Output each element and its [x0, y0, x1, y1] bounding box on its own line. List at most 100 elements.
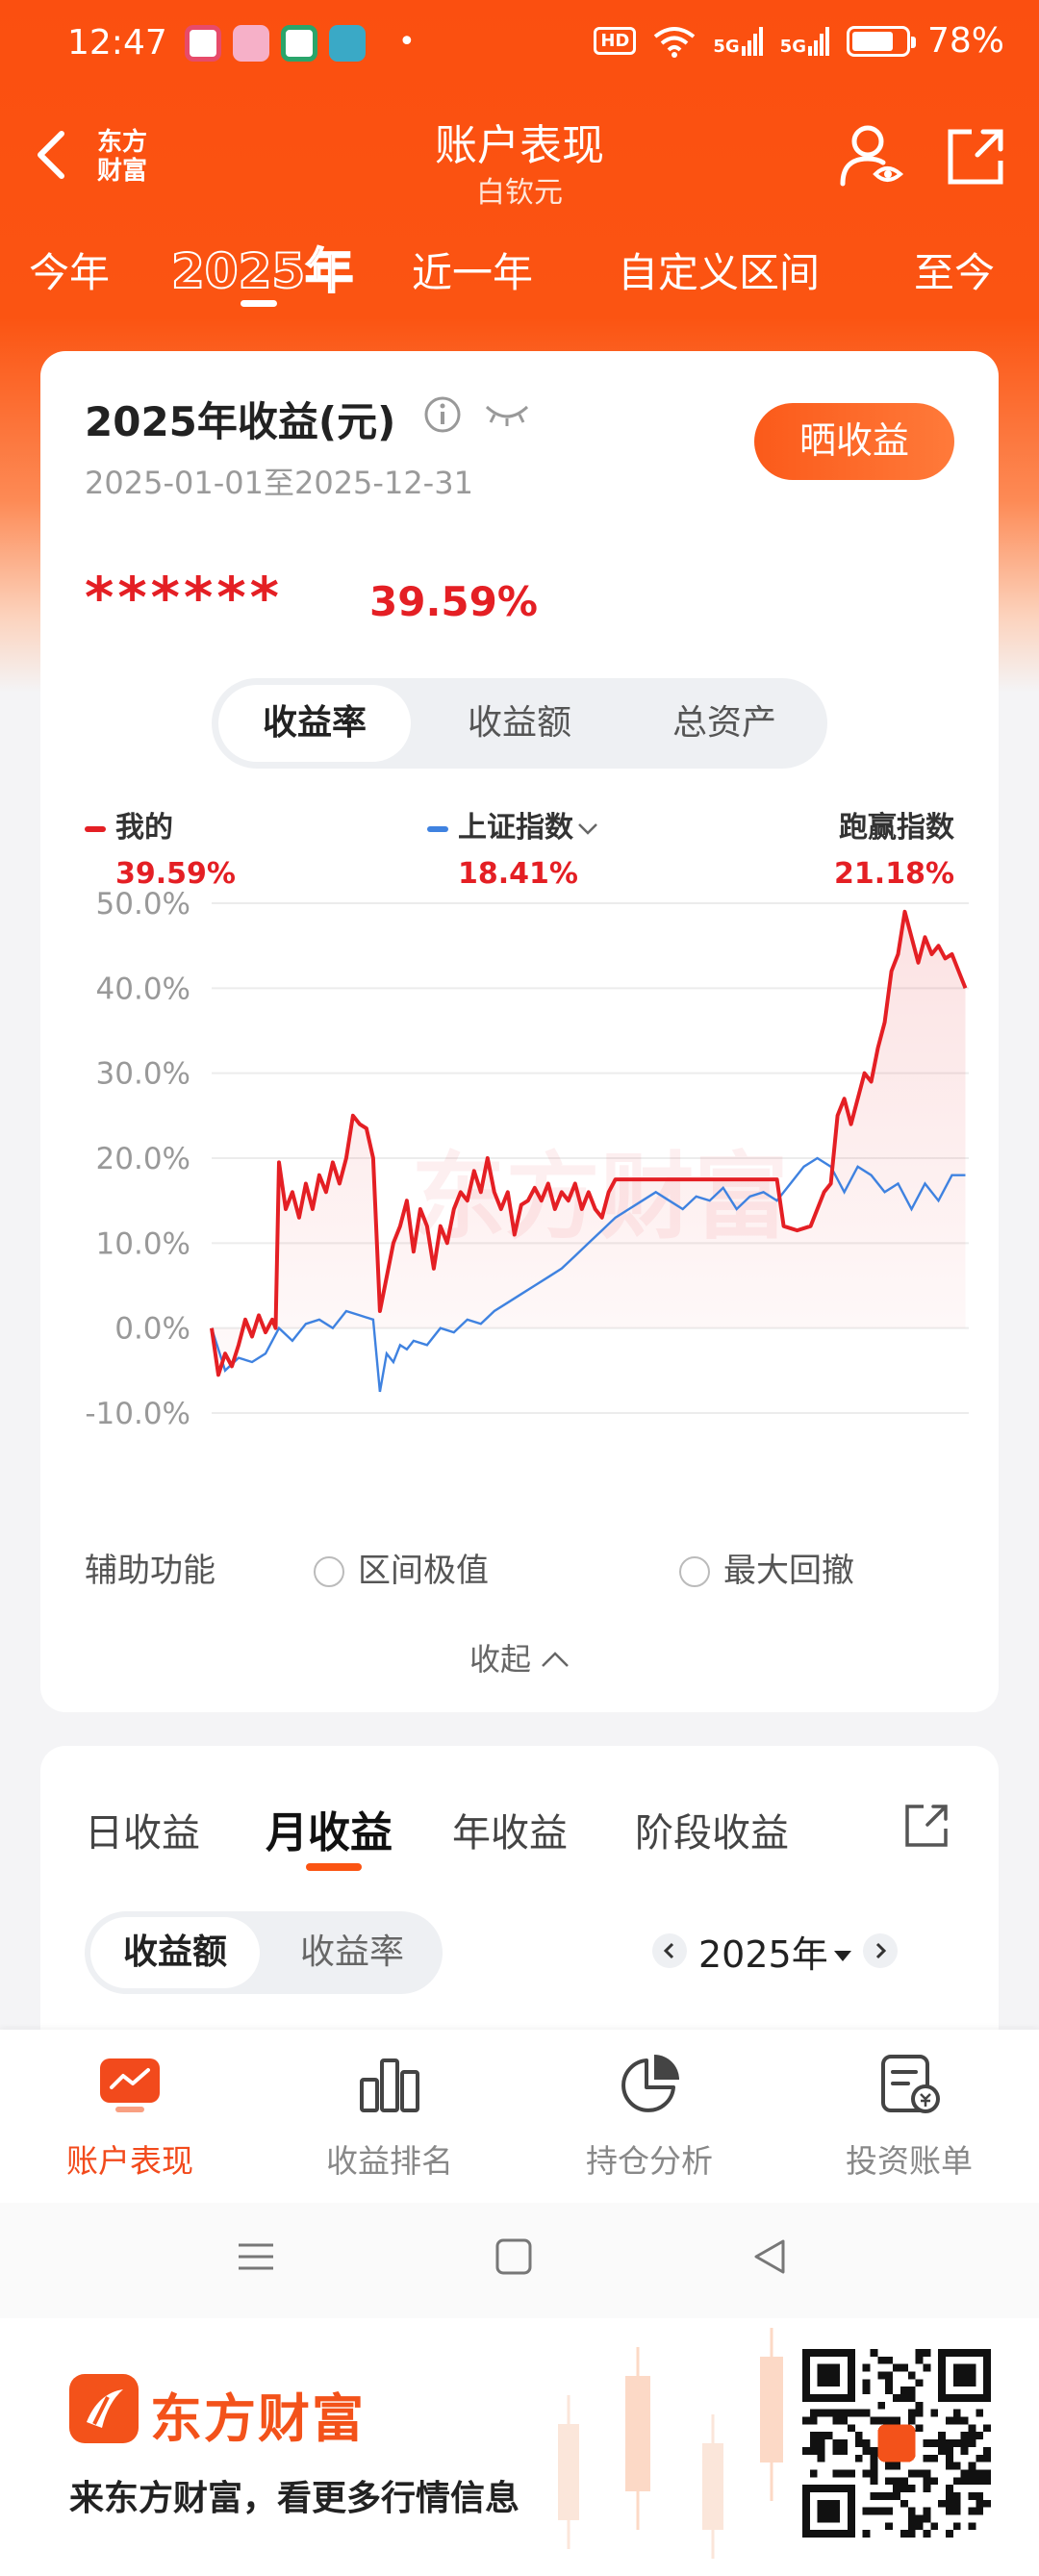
legend-mine: 我的 39.59% [85, 803, 236, 891]
account-name: 白钦元 [476, 176, 563, 210]
tab-stage[interactable]: 阶段收益 [635, 1811, 789, 1856]
nav-label: 投资账单 [846, 2142, 973, 2180]
notification-icons [185, 25, 366, 62]
app-notification-icon [185, 25, 221, 62]
year-value: 2025年 [698, 1932, 828, 1976]
y-tick-label: 40.0% [96, 972, 190, 1006]
y-tick-label: 20.0% [96, 1142, 190, 1176]
legend-beat: 跑赢指数 21.18% [834, 803, 954, 891]
hd-icon: HD [594, 27, 637, 55]
page-title: 账户表现 [435, 121, 604, 170]
radio-icon[interactable] [314, 1556, 344, 1587]
home-icon[interactable] [494, 2237, 533, 2276]
chevron-down-icon[interactable] [577, 822, 598, 836]
chevron-right-icon [875, 1942, 886, 1959]
nav-label: 持仓分析 [586, 2142, 713, 2180]
signal-icon-2: 5G [780, 26, 829, 56]
legend-beat-label: 跑赢指数 [839, 811, 954, 845]
caret-down-icon [833, 1950, 851, 1961]
y-tick-label: 0.0% [114, 1312, 190, 1347]
chart-y-axis: 50.0% 40.0% 30.0% 20.0% 10.0% 0.0% -10.0% [85, 890, 190, 1428]
tab-last-year[interactable]: 近一年 [412, 249, 534, 296]
legend-index[interactable]: 上证指数 18.41% [427, 803, 598, 891]
legend-mine-label: 我的 [115, 811, 173, 845]
tab-amount[interactable]: 收益额 [90, 1917, 260, 1988]
aux-label: 辅助功能 [85, 1552, 215, 1590]
year-dropdown[interactable]: 2025年 [698, 1925, 851, 1978]
option-max-drawdown-label: 最大回撤 [723, 1552, 854, 1590]
info-icon[interactable] [423, 395, 462, 434]
system-nav-bar [0, 2203, 1039, 2318]
tab-yearly[interactable]: 年收益 [452, 1811, 568, 1856]
collapse-label: 收起 [469, 1641, 531, 1678]
returns-card: 2025年收益(元) 2025-01-01至2025-12-31 晒收益 ***… [40, 351, 999, 1712]
status-time: 12:47 [67, 23, 167, 63]
y-tick-label: 50.0% [96, 890, 190, 922]
menu-icon[interactable] [237, 2237, 275, 2276]
sub-tab-indicator [306, 1863, 362, 1871]
tab-to-date[interactable]: 至今 [914, 249, 996, 296]
tab-rate[interactable]: 收益率 [299, 1932, 404, 1972]
app-notification-icon [329, 25, 366, 62]
chevron-left-icon [663, 1942, 674, 1959]
nav-holdings-analysis[interactable]: 持仓分析 [544, 2051, 755, 2182]
returns-chart: 50.0%40.0%30.0%20.0%10.0%0.0%-10.0% 东方财富… [85, 890, 969, 1428]
back-icon[interactable] [750, 2237, 789, 2276]
tab-monthly[interactable]: 月收益 [266, 1808, 393, 1857]
returns-title: 2025年收益(元) [85, 398, 396, 445]
tab-return-rate[interactable]: 收益率 [218, 685, 411, 762]
series-mine-fill [212, 911, 966, 1376]
nav-investment-bill[interactable]: 投资账单 [803, 2051, 1015, 2182]
export-icon[interactable] [902, 1802, 950, 1850]
qr-code[interactable] [802, 2349, 991, 2538]
date-range: 2025-01-01至2025-12-31 [85, 465, 473, 501]
next-year-button[interactable] [862, 1933, 898, 1968]
tab-2025[interactable]: 2025年 [170, 242, 354, 300]
y-tick-label: 30.0% [96, 1057, 190, 1092]
option-range-extremes-label: 区间极值 [358, 1552, 489, 1590]
active-tab-indicator [241, 300, 277, 307]
eye-closed-icon[interactable] [483, 399, 531, 428]
amount-rate-tabs: 收益额 收益率 [85, 1911, 443, 1994]
tab-this-year[interactable]: 今年 [29, 249, 111, 296]
bill-icon [881, 2055, 940, 2113]
radio-icon[interactable] [679, 1556, 710, 1587]
tab-daily[interactable]: 日收益 [85, 1811, 200, 1856]
legend-index-value: 18.41% [458, 857, 578, 891]
prev-year-button[interactable] [652, 1933, 687, 1968]
status-right: HD 5G 5G 78% [594, 21, 1004, 61]
promo-slogan: 来东方财富，看更多行情信息 [69, 2479, 520, 2518]
tab-custom-range[interactable]: 自定义区间 [618, 249, 821, 296]
legend-beat-value: 21.18% [834, 857, 954, 891]
user-eye-icon[interactable] [839, 122, 906, 189]
nav-account-performance[interactable]: 账户表现 [24, 2051, 236, 2182]
signal-icon: 5G [713, 26, 763, 56]
option-range-extremes[interactable]: 区间极值 [314, 1544, 489, 1591]
back-arrow-icon[interactable] [33, 128, 71, 182]
chart-metric-tabs: 收益率 收益额 总资产 [212, 678, 827, 769]
share-icon[interactable] [945, 126, 1006, 188]
share-returns-button[interactable]: 晒收益 [754, 403, 954, 480]
nav-label: 账户表现 [66, 2142, 193, 2180]
masked-amount: ****** [85, 565, 283, 630]
legend-mine-value: 39.59% [115, 857, 236, 891]
option-max-drawdown[interactable]: 最大回撤 [679, 1544, 854, 1591]
battery-icon [846, 25, 916, 57]
wifi-icon [654, 26, 696, 58]
tab-return-amount[interactable]: 收益额 [467, 703, 571, 743]
collapse-button[interactable]: 收起 [40, 1635, 999, 1679]
legend-index-label: 上证指数 [458, 811, 573, 845]
battery-fill [851, 31, 894, 51]
nav-label: 收益排名 [326, 2142, 453, 2180]
more-notifications-icon: • [398, 25, 416, 59]
y-tick-label: -10.0% [85, 1397, 190, 1428]
pie-chart-icon [621, 2055, 679, 2112]
battery-percent: 78% [926, 21, 1004, 61]
bottom-nav: 账户表现 收益排名 持仓分析 投资账单 [0, 2030, 1039, 2222]
promo-brand: 东方财富 [150, 2388, 366, 2449]
chevron-up-icon [542, 1652, 569, 1667]
status-bar: 12:47 • HD 5G 5G 78% [0, 0, 1039, 91]
tab-total-assets[interactable]: 总资产 [672, 703, 776, 743]
nav-return-ranking[interactable]: 收益排名 [284, 2051, 495, 2182]
nav-bar: 东方 财富 账户表现 白钦元 [0, 91, 1039, 216]
